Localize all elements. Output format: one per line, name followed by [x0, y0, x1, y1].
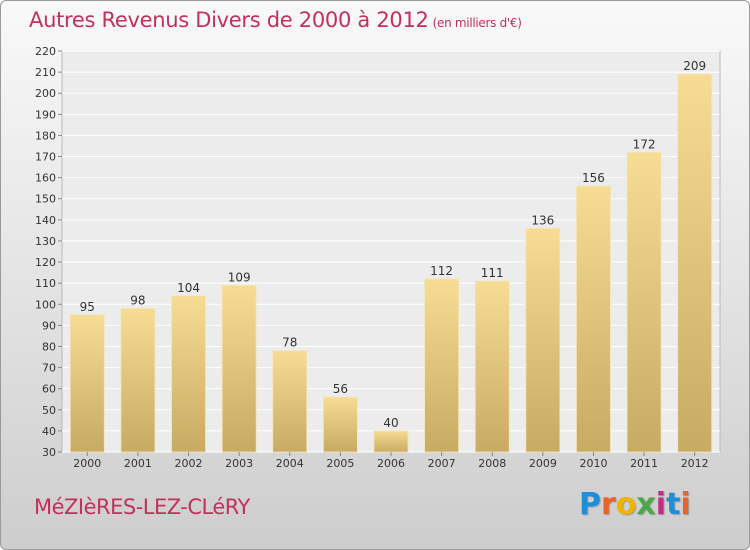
data-label-2001: 98	[130, 293, 145, 307]
data-label-2005: 56	[333, 382, 348, 396]
data-label-2002: 104	[177, 281, 200, 295]
town-name: MéZIèRES-LEZ-CLéRY	[34, 495, 250, 519]
brand-letter: o	[615, 487, 637, 522]
data-label-2004: 78	[282, 336, 297, 350]
bar-2011	[626, 151, 662, 453]
bar-2009	[525, 227, 561, 453]
bar-2012	[677, 73, 713, 453]
x-tick-label-2007: 2007	[428, 457, 456, 470]
brand-letter: t	[666, 487, 681, 522]
y-tick-label: 50	[42, 404, 56, 417]
data-label-2006: 40	[383, 416, 398, 430]
x-tick-label-2001: 2001	[124, 457, 152, 470]
chart-title: Autres Revenus Divers de 2000 à 2012 (en …	[29, 8, 522, 32]
y-tick-label: 70	[42, 362, 56, 375]
y-tick-label: 80	[42, 340, 56, 353]
x-tick-label-2008: 2008	[478, 457, 506, 470]
x-tick-label-2005: 2005	[326, 457, 354, 470]
brand-letter: i	[655, 487, 667, 522]
x-tick-label-2002: 2002	[175, 457, 203, 470]
y-tick-label: 120	[35, 256, 56, 269]
x-tick-label-2006: 2006	[377, 457, 405, 470]
y-tick-label: 130	[35, 235, 56, 248]
y-tick-label: 150	[35, 193, 56, 206]
bar-2000	[69, 314, 105, 453]
brand-letter: r	[601, 487, 616, 522]
data-label-2008: 111	[481, 266, 504, 280]
y-tick-label: 160	[35, 172, 56, 185]
data-label-2009: 136	[531, 213, 554, 227]
y-axis-ticks: 30 40 50 60 70 80 90 100 110 120 130 140 150 160 170 18…	[35, 45, 62, 459]
x-tick-label-2009: 2009	[529, 457, 557, 470]
bar-2004	[272, 350, 308, 453]
y-tick-label: 220	[35, 45, 56, 58]
proxiti-logo[interactable]: Proxiti	[579, 487, 691, 522]
y-tick-label: 170	[35, 151, 56, 164]
x-axis-ticks: 2000 2001 2002 2003 2004 2005 2006 2007 2008 2009…	[73, 452, 709, 470]
y-tick-label: 190	[35, 108, 56, 121]
plot-area	[61, 50, 721, 453]
data-label-2007: 112	[430, 264, 453, 278]
y-tick-label: 140	[35, 214, 56, 227]
data-label-2000: 95	[80, 300, 95, 314]
y-tick-label: 30	[42, 446, 56, 459]
title-text: Autres Revenus Divers de 2000 à 2012	[29, 8, 429, 32]
bar-2007	[424, 278, 460, 453]
y-tick-label: 40	[42, 425, 56, 438]
data-label-2010: 156	[582, 171, 605, 185]
y-tick-label: 200	[35, 87, 56, 100]
x-tick-label-2004: 2004	[276, 457, 304, 470]
bars: 95 98 104 109 78 56 40 112 111 136 156 172 209	[69, 59, 713, 453]
data-label-2012: 209	[683, 59, 706, 73]
data-label-2011: 172	[633, 137, 656, 151]
title-unit: (en milliers d'€)	[432, 16, 522, 30]
x-tick-label-2003: 2003	[225, 457, 253, 470]
y-tick-label: 110	[35, 277, 56, 290]
x-tick-label-2012: 2012	[681, 457, 709, 470]
x-tick-label-2011: 2011	[630, 457, 658, 470]
bar-2003	[221, 284, 257, 453]
brand-letter: x	[636, 487, 656, 522]
bar-2001	[120, 308, 156, 453]
y-tick-label: 100	[35, 298, 56, 311]
y-tick-label: 210	[35, 66, 56, 79]
x-tick-label-2000: 2000	[73, 457, 101, 470]
brand-letter: P	[579, 487, 601, 522]
y-tick-label: 90	[42, 319, 56, 332]
brand-letter: i	[680, 487, 691, 522]
data-label-2003: 109	[228, 270, 251, 284]
bar-2006	[373, 430, 409, 453]
y-tick-label: 60	[42, 383, 56, 396]
x-tick-label-2010: 2010	[579, 457, 607, 470]
bar-2008	[474, 280, 510, 453]
y-tick-label: 180	[35, 129, 56, 142]
bar-2002	[171, 295, 206, 453]
bar-2010	[576, 185, 611, 453]
bar-2005	[322, 396, 358, 453]
